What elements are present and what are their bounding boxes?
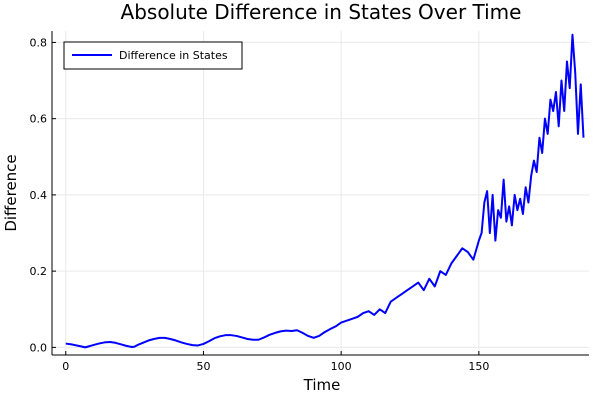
series-group xyxy=(65,33,585,349)
legend: Difference in States xyxy=(63,41,243,70)
y-axis-title: Difference xyxy=(2,154,20,231)
y-tick-label: 0.2 xyxy=(30,265,48,278)
x-tick-label: 100 xyxy=(331,360,352,373)
chart-title: Absolute Difference in States Over Time xyxy=(121,0,522,24)
y-tick-label: 0.6 xyxy=(30,113,48,126)
x-axis-title: Time xyxy=(303,376,341,394)
x-tick-label: 0 xyxy=(62,360,69,373)
axes xyxy=(51,31,589,356)
x-tick-label: 50 xyxy=(196,360,210,373)
x-axis-ticks: 0 50 100 150 xyxy=(62,351,489,373)
y-axis-ticks: 0.0 0.2 0.4 0.6 0.8 xyxy=(30,36,56,354)
series-line-0 xyxy=(65,33,585,349)
y-tick-label: 0.0 xyxy=(30,341,48,354)
legend-label: Difference in States xyxy=(119,49,228,62)
y-tick-label: 0.4 xyxy=(30,189,48,202)
x-tick-label: 150 xyxy=(468,360,489,373)
y-tick-label: 0.8 xyxy=(30,36,48,49)
